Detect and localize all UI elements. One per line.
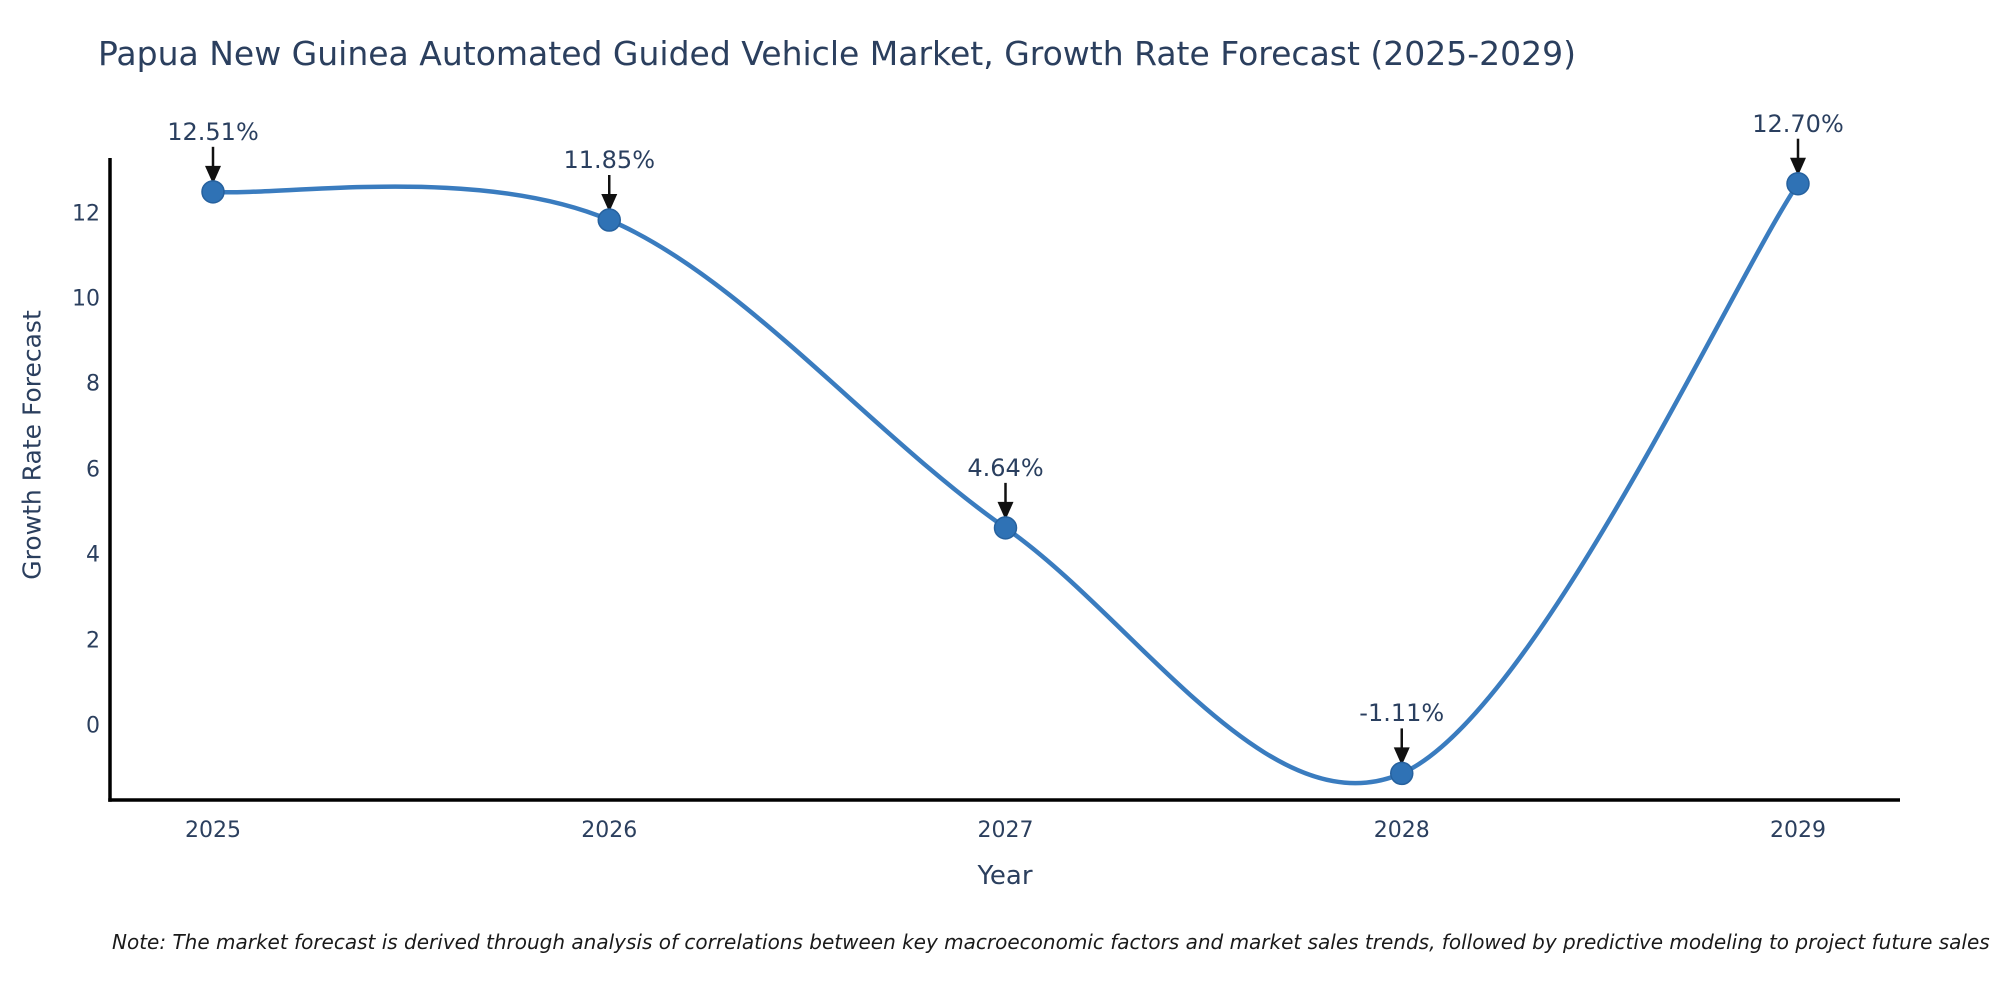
x-tick-2028: 2028 [1373, 818, 1430, 843]
y-tick-4: 4 [86, 542, 100, 568]
annotation-arrow-head [997, 501, 1014, 520]
y-tick-12: 12 [72, 201, 100, 227]
x-tick-2029: 2029 [1770, 818, 1826, 843]
data-point-2027[interactable] [993, 516, 1018, 540]
annotation-2029: 12.70% [1752, 109, 1844, 138]
data-point-2025[interactable] [201, 180, 225, 204]
annotation-arrow-head [205, 165, 221, 184]
y-tick-0: 0 [86, 713, 100, 739]
y-tick-6: 6 [86, 457, 100, 483]
chart-title: Papua New Guinea Automated Guided Vehicl… [98, 34, 1577, 73]
footnote-text: Note: The market forecast is derived thr… [112, 930, 1990, 954]
x-tick-2026: 2026 [581, 818, 638, 843]
annotation-arrow-head [1790, 157, 1806, 176]
annotation-2025: 12.51% [167, 117, 259, 146]
data-point-2029[interactable] [1786, 171, 1810, 196]
annotation-arrow-head [601, 194, 618, 213]
data-point-2026[interactable] [597, 208, 621, 232]
annotation-arrow-head [1393, 747, 1410, 766]
x-axis-title: Year [977, 861, 1033, 891]
forecast-spline-line [210, 181, 1801, 786]
x-tick-2027: 2027 [977, 818, 1034, 843]
data-point-2028[interactable] [1390, 761, 1414, 786]
y-tick-8: 8 [86, 371, 100, 397]
y-tick-2: 2 [86, 628, 100, 654]
y-tick-10: 10 [72, 286, 100, 312]
x-tick-2025: 2025 [185, 818, 241, 843]
annotation-2026: 11.85% [563, 146, 656, 174]
annotation-2027: 4.64% [967, 453, 1044, 482]
annotation-2028: -1.11% [1359, 699, 1445, 728]
